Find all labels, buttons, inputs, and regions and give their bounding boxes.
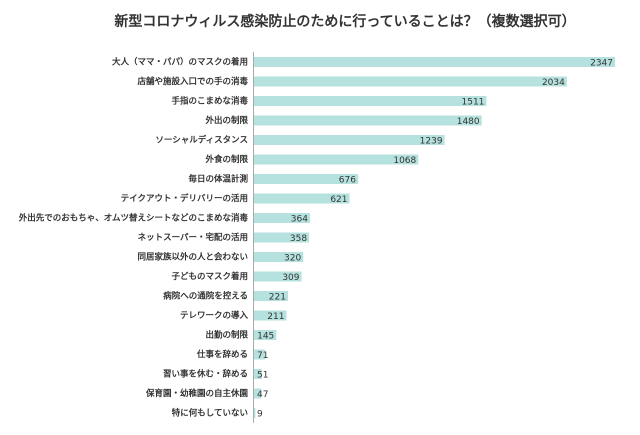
y-tick-label: 手指のこまめな消毒 — [171, 96, 248, 107]
value-label: 621 — [330, 195, 347, 205]
bar — [254, 232, 310, 243]
bar — [254, 193, 350, 204]
value-label: 1239 — [420, 137, 443, 147]
value-label: 145 — [257, 332, 274, 342]
value-label: 2347 — [590, 59, 613, 69]
y-tick-label: 特に何もしていない — [172, 408, 248, 419]
y-tick-label: 保育園・幼稚園の自主休園 — [145, 388, 248, 399]
bar — [254, 330, 277, 340]
bar — [254, 57, 615, 67]
value-label: 1480 — [457, 117, 480, 127]
bar — [254, 310, 287, 321]
bar — [254, 115, 482, 126]
value-label: 1068 — [393, 156, 416, 166]
y-tick-label: 子どものマスク着用 — [171, 271, 248, 282]
bar — [254, 291, 288, 301]
bar — [254, 213, 310, 223]
value-label: 320 — [284, 254, 301, 264]
value-label: 309 — [282, 273, 299, 283]
y-tick-label: 病院への通院を控える — [163, 291, 248, 302]
value-label: 71 — [257, 351, 268, 361]
y-tick-label: ネットスーパー・宅配の活用 — [138, 232, 248, 243]
bar — [254, 76, 567, 87]
bar — [254, 388, 262, 399]
y-tick-label: 仕事を辞める — [196, 349, 248, 360]
value-label: 47 — [257, 390, 268, 400]
bar — [254, 154, 419, 165]
value-label: 51 — [257, 371, 268, 381]
chart-title: 新型コロナウィルス感染防止のために行っていることは？（複数選択可） — [114, 13, 575, 30]
value-label: 2034 — [542, 78, 565, 88]
value-label: 1511 — [462, 98, 485, 108]
y-tick-label: 毎日の体温計測 — [188, 174, 248, 185]
bar — [254, 174, 358, 184]
y-tick-label: 店舗や施設入口での手の消毒 — [136, 76, 248, 87]
bar — [254, 408, 256, 418]
y-tick-label: 習い事を休む・辞める — [163, 369, 248, 380]
y-tick-label: 外食の制限 — [204, 154, 248, 165]
y-tick-label: 同居家族以外の人と会わない — [137, 252, 248, 263]
value-label: 364 — [291, 215, 308, 225]
bar — [254, 349, 265, 360]
value-label: 221 — [269, 293, 286, 303]
value-label: 676 — [339, 176, 356, 186]
value-label: 9 — [257, 410, 263, 420]
bar — [254, 271, 302, 282]
bar — [254, 96, 487, 106]
y-tick-label: ソーシャルディスタンス — [155, 135, 248, 146]
value-label: 358 — [290, 234, 307, 244]
bar — [254, 369, 262, 379]
y-tick-label: 出勤の制限 — [205, 330, 248, 341]
bar — [254, 135, 445, 145]
y-tick-label: 大人（ママ・パパ）のマスクの着用 — [112, 57, 248, 68]
value-label: 211 — [267, 312, 284, 322]
y-tick-label: テレワークの導入 — [180, 310, 249, 321]
bar — [254, 252, 304, 262]
y-tick-label: 外出先でのおもちゃ、オムツ替えシートなどのこまめな消毒 — [18, 213, 249, 224]
y-tick-label: テイクアウト・デリバリーの活用 — [121, 193, 248, 204]
y-tick-label: 外出の制限 — [204, 115, 248, 126]
